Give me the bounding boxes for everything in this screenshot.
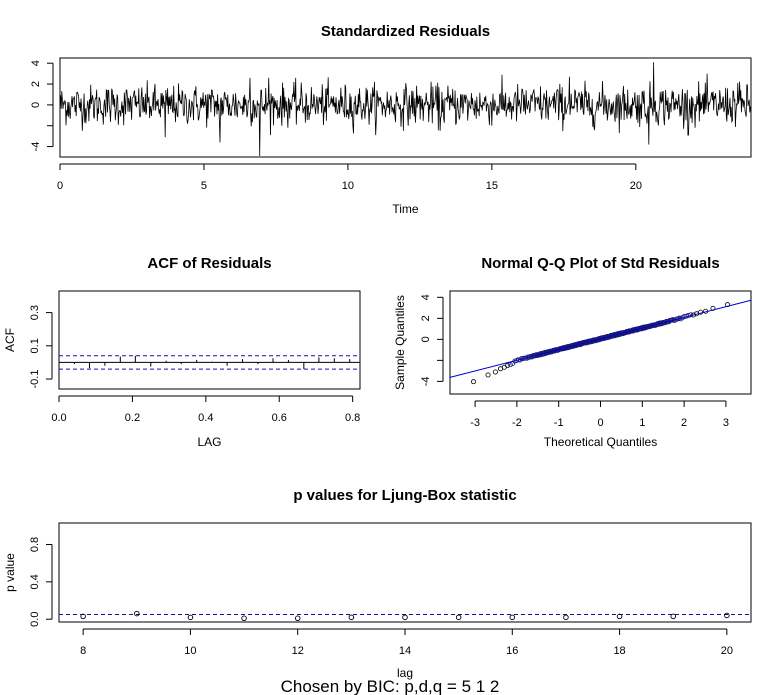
qq-x-tick-label: -1 xyxy=(554,417,564,429)
acf-panel: ACF of Residuals LAG ACF 0.0 0.2 0.4 0.6 0.8 -0.… xyxy=(3,255,361,449)
acf-x-tick-label: 0.8 xyxy=(345,412,360,424)
ljung-plot-frame xyxy=(58,522,752,623)
ljung-y-tick-label: 0.0 xyxy=(29,612,41,627)
ljung-point xyxy=(563,614,569,621)
ljung-point xyxy=(402,614,408,621)
acf-x-axis-label: LAG xyxy=(197,435,221,449)
resid-x-tick-label: 0 xyxy=(57,180,63,192)
qq-x-tick-label: -3 xyxy=(470,417,480,429)
qq-reference-line xyxy=(449,299,752,378)
qq-x-tick-label: 2 xyxy=(681,417,687,429)
ljung-point xyxy=(241,615,247,622)
ljung-x-tick-label: 20 xyxy=(721,645,733,657)
resid-plot-frame xyxy=(59,57,752,158)
ljung-point xyxy=(616,613,623,620)
ljung-y-axis-label: p value xyxy=(3,553,17,592)
qq-x-axis-label: Theoretical Quantiles xyxy=(544,435,657,449)
ljung-x-tick-label: 16 xyxy=(506,645,518,657)
resid-series-line xyxy=(59,62,752,157)
ljung-y-tick-label: 0.4 xyxy=(29,574,41,589)
acf-x-tick-label: 0.2 xyxy=(125,412,140,424)
resid-x-tick-label: 20 xyxy=(630,180,642,192)
ljung-x-tick-label: 10 xyxy=(184,645,196,657)
qq-x-tick-label: 1 xyxy=(639,417,645,429)
qq-x-tick-label: -2 xyxy=(512,417,522,429)
qq-y-axis-label: Sample Quantiles xyxy=(393,295,407,390)
qq-points xyxy=(470,302,731,385)
qq-title: Normal Q-Q Plot of Std Residuals xyxy=(481,255,719,272)
qq-point xyxy=(507,362,513,368)
ljung-x-tick-label: 8 xyxy=(80,645,86,657)
ljung-point xyxy=(455,614,462,621)
qq-y-tick-label: 2 xyxy=(420,315,432,321)
acf-y-tick-label: -0.1 xyxy=(29,370,41,389)
ljung-point xyxy=(187,614,194,621)
ljung-point xyxy=(294,615,301,622)
acf-x-tick-label: 0.4 xyxy=(198,412,213,424)
ljung-panel: p values for Ljung-Box statistic lag p val… xyxy=(3,487,752,680)
resid-y-tick-label: 2 xyxy=(30,81,42,87)
ljung-point xyxy=(509,614,516,621)
resid-x-tick-label: 5 xyxy=(201,180,207,192)
ljung-title: p values for Ljung-Box statistic xyxy=(293,487,516,504)
resid-y-tick-label: -4 xyxy=(30,142,42,152)
resid-title: Standardized Residuals xyxy=(321,23,490,40)
acf-y-tick-label: 0.3 xyxy=(29,305,41,320)
ljung-x-tick-label: 14 xyxy=(399,645,411,657)
acf-y-tick-label: 0.1 xyxy=(29,338,41,353)
ljung-point xyxy=(348,614,355,621)
ljung-point xyxy=(724,612,730,619)
qq-y-tick-label: 4 xyxy=(420,294,432,300)
resid-x-axis-label: Time xyxy=(392,202,419,216)
qq-y-tick-label: 0 xyxy=(420,336,432,342)
qq-x-tick-label: 0 xyxy=(597,417,603,429)
resid-x-tick-label: 15 xyxy=(486,180,498,192)
qq-point xyxy=(492,369,498,375)
qq-x-tick-label: 3 xyxy=(723,417,729,429)
ljung-point xyxy=(80,613,86,620)
caption: Chosen by BIC: p,d,q = 5 1 2 xyxy=(281,677,500,695)
acf-plot-frame xyxy=(58,290,361,390)
acf-title: ACF of Residuals xyxy=(147,255,271,272)
resid-y-tick-label: 4 xyxy=(30,60,42,66)
ljung-x-axis-label: lag xyxy=(397,666,413,680)
qq-plot-frame xyxy=(449,290,752,395)
qq-point xyxy=(505,363,511,369)
ljung-x-tick-label: 18 xyxy=(613,645,625,657)
qq-y-tick-label: -4 xyxy=(420,376,432,386)
qq-panel: Normal Q-Q Plot of Std Residuals Theoreti… xyxy=(393,255,752,449)
resid-y-tick-label: 0 xyxy=(30,102,42,108)
ljung-y-tick-label: 0.8 xyxy=(29,537,41,552)
acf-x-tick-label: 0.0 xyxy=(51,412,66,424)
resid-panel: Standardized Residuals Time 0 5 10 15 20 -4 0 2 4 xyxy=(30,23,752,216)
qq-point xyxy=(470,379,476,385)
qq-point xyxy=(485,372,491,378)
ljung-x-tick-label: 12 xyxy=(292,645,304,657)
ljung-point xyxy=(134,610,140,617)
resid-x-tick-label: 10 xyxy=(342,180,354,192)
acf-y-axis-label: ACF xyxy=(3,328,17,352)
acf-x-tick-label: 0.6 xyxy=(272,412,287,424)
ljung-point xyxy=(670,613,676,620)
